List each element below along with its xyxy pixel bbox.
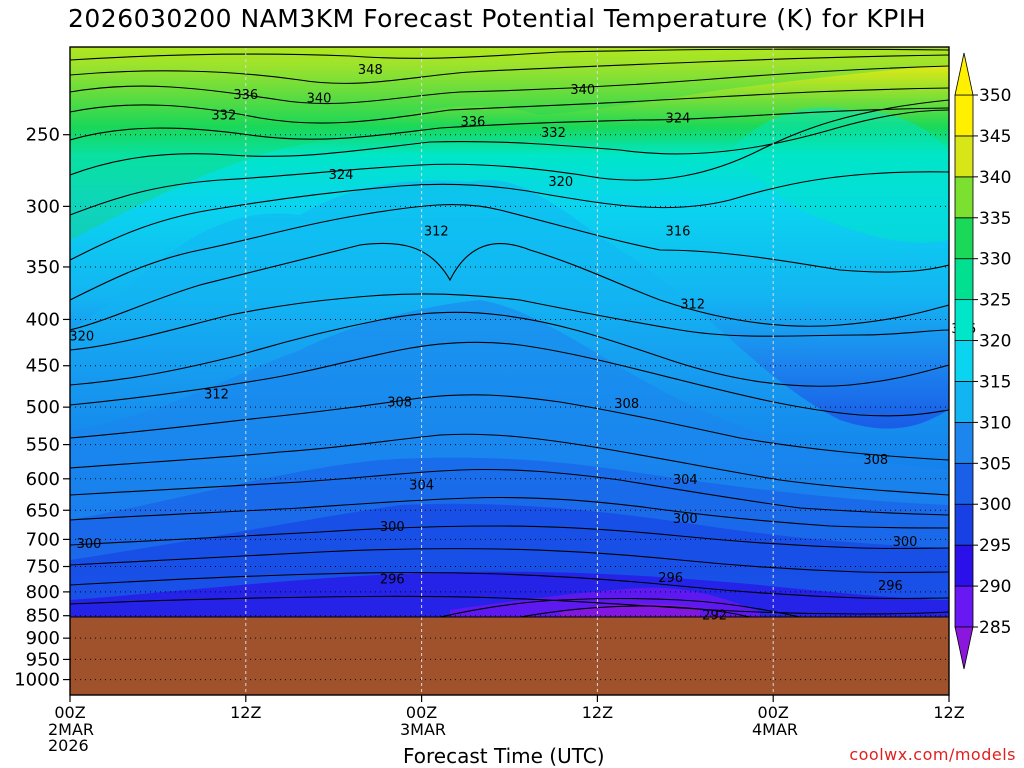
contour-label: 308	[387, 395, 412, 410]
x-tick-label: 12Z	[933, 703, 964, 722]
x-tick-label: 12Z	[582, 703, 613, 722]
y-tick-label: 600	[26, 469, 60, 490]
y-tick-label: 700	[26, 529, 60, 550]
colorbar-tick-label: 320	[979, 332, 1011, 352]
contour-label: 340	[570, 83, 595, 98]
y-tick-label: 400	[26, 309, 60, 330]
contour-label: 340	[307, 92, 332, 107]
colorbar-segment	[954, 299, 974, 341]
colorbar-tick-label: 335	[979, 209, 1011, 229]
contour-label: 300	[893, 535, 918, 550]
colorbar-tick-label: 285	[979, 618, 1011, 638]
colorbar-tick-label: 350	[979, 86, 1011, 106]
colorbar-segment	[954, 135, 974, 178]
contour-label: 332	[541, 126, 566, 141]
contour-label: 316	[666, 225, 691, 240]
colorbar-segment	[954, 381, 974, 423]
potential-temperature-field	[70, 47, 949, 695]
colorbar-tick-label: 305	[979, 454, 1011, 474]
contour-label: 292	[702, 609, 727, 624]
y-tick-label: 1000	[14, 670, 60, 691]
y-tick-label: 650	[26, 500, 60, 521]
colorbar-segment	[954, 176, 974, 219]
x-sub-day-3mar: 3MAR	[400, 720, 447, 739]
x-tick-label: 00Z	[406, 703, 437, 722]
contour-lines	[70, 48, 949, 618]
y-tick-label: 500	[26, 397, 60, 418]
x-axis-title: Forecast Time (UTC)	[403, 744, 605, 768]
contour-label: 300	[380, 520, 405, 535]
contour-label: 324	[329, 168, 354, 183]
contour-label: 296	[380, 572, 405, 587]
contour-label: 296	[658, 571, 683, 586]
colorbar-max-triangle	[954, 52, 974, 96]
contour-label: 300	[673, 512, 698, 527]
contour-label: 304	[673, 473, 698, 488]
x-sub-year: 2026	[48, 736, 89, 755]
x-axis: 00Z 12Z 00Z 12Z 00Z 12Z	[54, 695, 965, 722]
colorbar-segment	[954, 585, 974, 628]
contour-label: 320	[69, 330, 94, 345]
colorbar-min-triangle	[954, 626, 974, 670]
y-tick-label: 350	[26, 257, 60, 278]
x-sub-day-4mar: 4MAR	[752, 720, 799, 739]
colorbar-segment	[954, 421, 974, 464]
y-tick-label: 850	[26, 606, 60, 627]
field-layer-330	[70, 47, 949, 240]
ground-terrain	[70, 617, 949, 695]
colorbar-segment	[954, 503, 974, 546]
colorbar-segment	[954, 217, 974, 260]
colorbar-tick-label: 325	[979, 291, 1011, 311]
x-tick-label: 00Z	[758, 703, 789, 722]
y-tick-label: 250	[26, 125, 60, 146]
contour-label: 332	[211, 108, 236, 123]
contour-labels: 348 336 340 340 332 336 332 324 324 320 312 316 312 3…	[69, 63, 976, 624]
x-tick-label: 00Z	[54, 703, 85, 722]
colorbar-tick-label: 345	[979, 127, 1011, 147]
contour-label: 300	[77, 537, 102, 552]
y-axis: 2503003504004505005506006507007508008509…	[14, 125, 70, 691]
contour-label: 336	[460, 115, 485, 130]
colorbar-tick-label: 340	[979, 168, 1011, 188]
colorbar-tick-label: 295	[979, 536, 1011, 556]
x-tick-label: 12Z	[230, 703, 261, 722]
colorbar-segment	[954, 258, 974, 301]
contour-label: 324	[666, 112, 691, 127]
colorbar-tick-label: 290	[979, 577, 1011, 597]
credit-link[interactable]: coolwx.com/models	[849, 745, 1016, 764]
time-gridlines	[245, 47, 774, 695]
contour-label: 312	[680, 297, 705, 312]
y-tick-label: 450	[26, 356, 60, 377]
y-tick-label: 750	[26, 557, 60, 578]
plot-frame	[69, 46, 950, 696]
contour-label: 308	[614, 397, 639, 412]
x-sub-day-2mar: 2MAR	[48, 720, 95, 739]
colorbar-tick-label: 300	[979, 495, 1011, 515]
y-tick-label: 550	[26, 435, 60, 456]
y-tick-label: 950	[26, 649, 60, 670]
colorbar-segment	[954, 544, 974, 587]
colorbar-segment	[954, 94, 974, 137]
colorbar-segment	[954, 340, 974, 382]
contour-label: 304	[409, 478, 434, 493]
colorbar-tick-label: 315	[979, 372, 1011, 392]
colorbar: 285 290 295 300 305 310 315 320 325 330 335 340 345 3…	[954, 52, 1011, 670]
y-tick-label: 800	[26, 582, 60, 603]
contour-label: 296	[878, 579, 903, 594]
y-tick-label: 300	[26, 196, 60, 217]
contour-label: 336	[233, 88, 258, 103]
contour-label: 348	[358, 63, 383, 78]
contour-label: 312	[204, 387, 229, 402]
contour-label: 308	[863, 453, 888, 468]
y-tick-label: 900	[26, 628, 60, 649]
contour-label: 312	[424, 225, 449, 240]
contour-label: 320	[548, 175, 573, 190]
colorbar-segment	[954, 462, 974, 505]
colorbar-tick-label: 330	[979, 250, 1011, 270]
colorbar-tick-label: 310	[979, 413, 1011, 433]
chart-title: 2026030200 NAM3KM Forecast Potential Tem…	[68, 4, 927, 33]
